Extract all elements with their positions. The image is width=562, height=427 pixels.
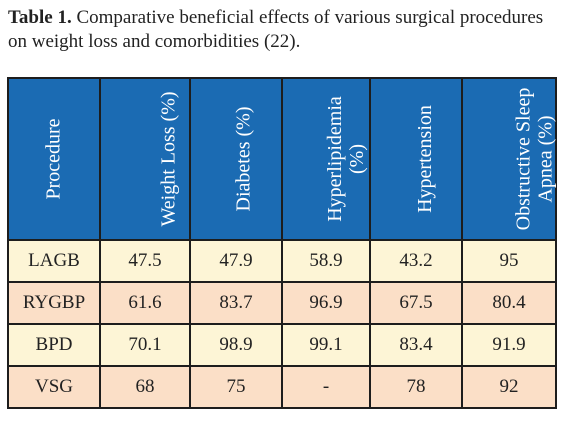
cell-diabetes: 98.9 <box>189 323 283 367</box>
cell-procedure: BPD <box>7 323 101 367</box>
cell-diabetes: 47.9 <box>189 239 283 283</box>
header-hyperlipidemia-line-2: (%) <box>345 144 368 174</box>
header-hyperlipidemia: Hyperlipidemia (%) <box>281 77 371 241</box>
table-caption-label: Table 1. <box>8 7 72 28</box>
header-obstructive-sleep-apnea: Obstructive Sleep Apnea (%) <box>461 77 557 241</box>
cell-hypertension: 43.2 <box>369 239 463 283</box>
table-caption: Table 1. Comparative beneficial effects … <box>8 6 553 54</box>
cell-procedure: VSG <box>7 365 101 409</box>
table-row: BPD 70.1 98.9 99.1 83.4 91.9 <box>7 323 557 367</box>
header-procedure: Procedure <box>7 77 101 241</box>
cell-hypertension: 83.4 <box>369 323 463 367</box>
header-procedure-line-1: Procedure <box>42 118 65 200</box>
table-caption-text: Comparative beneficial effects of variou… <box>8 7 544 52</box>
cell-weight-loss: 68 <box>99 365 191 409</box>
header-diabetes-line-1: Diabetes (%) <box>232 106 255 212</box>
cell-sleep-apnea: 91.9 <box>461 323 557 367</box>
header-hypertension-line-1: Hypertension <box>413 105 436 213</box>
table-header-row: Procedure Weight Loss (%) Diabetes (%) H… <box>7 77 557 241</box>
cell-weight-loss: 61.6 <box>99 281 191 325</box>
cell-hyperlipidemia: 96.9 <box>281 281 371 325</box>
cell-weight-loss: 47.5 <box>99 239 191 283</box>
cell-hyperlipidemia: - <box>281 365 371 409</box>
header-osa-line-1: Obstructive Sleep <box>512 87 535 231</box>
header-diabetes: Diabetes (%) <box>189 77 283 241</box>
header-hyperlipidemia-line-1: Hyperlipidemia <box>323 96 346 222</box>
cell-sleep-apnea: 95 <box>461 239 557 283</box>
cell-diabetes: 75 <box>189 365 283 409</box>
table-row: RYGBP 61.6 83.7 96.9 67.5 80.4 <box>7 281 557 325</box>
cell-sleep-apnea: 92 <box>461 365 557 409</box>
cell-procedure: RYGBP <box>7 281 101 325</box>
header-osa-line-2: Apnea (%) <box>534 115 557 203</box>
cell-procedure: LAGB <box>7 239 101 283</box>
results-table: Procedure Weight Loss (%) Diabetes (%) H… <box>7 77 557 409</box>
cell-hyperlipidemia: 99.1 <box>281 323 371 367</box>
results-table-container: Procedure Weight Loss (%) Diabetes (%) H… <box>7 77 557 422</box>
cell-hyperlipidemia: 58.9 <box>281 239 371 283</box>
cell-weight-loss: 70.1 <box>99 323 191 367</box>
header-weight-loss-line-1: Weight Loss (%) <box>157 91 180 227</box>
cell-hypertension: 67.5 <box>369 281 463 325</box>
cell-hypertension: 78 <box>369 365 463 409</box>
table-row: VSG 68 75 - 78 92 <box>7 365 557 409</box>
table-row: LAGB 47.5 47.9 58.9 43.2 95 <box>7 239 557 283</box>
cell-sleep-apnea: 80.4 <box>461 281 557 325</box>
header-weight-loss: Weight Loss (%) <box>99 77 191 241</box>
cell-diabetes: 83.7 <box>189 281 283 325</box>
header-hypertension: Hypertension <box>369 77 463 241</box>
